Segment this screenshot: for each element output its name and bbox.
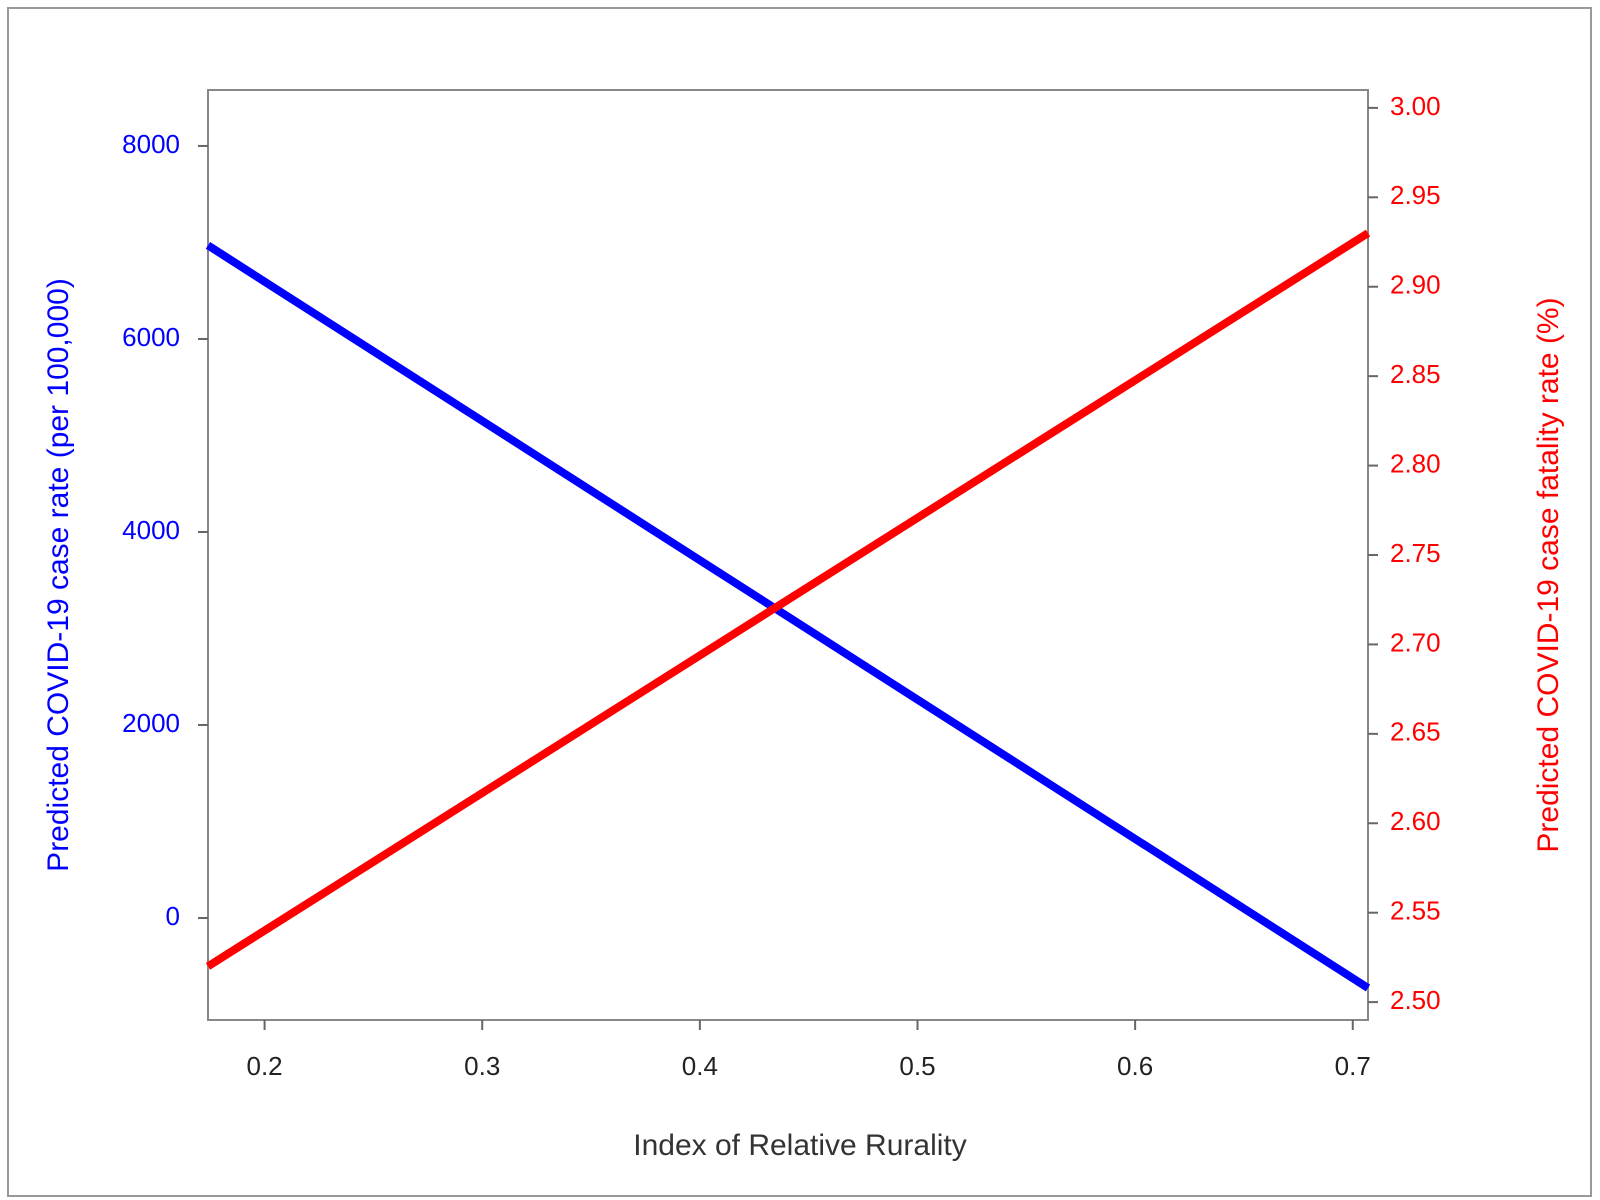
series-line xyxy=(205,229,1371,970)
series-line xyxy=(205,242,1371,992)
x-axis-label: Index of Relative Rurality xyxy=(633,1129,967,1162)
x-tick-label: 0.7 xyxy=(1335,1051,1371,1081)
y-tick-label: 4000 xyxy=(122,515,180,545)
y2-axis-label: Predicted COVID-19 case fatality rate (%… xyxy=(1532,297,1565,852)
y-tick-label: 8000 xyxy=(122,129,180,159)
y-axis-label: Predicted COVID-19 case rate (per 100,00… xyxy=(42,278,75,872)
x-tick-label: 0.4 xyxy=(682,1051,718,1081)
y2-tick-label: 2.50 xyxy=(1390,985,1441,1015)
y2-tick-label: 2.65 xyxy=(1390,717,1441,747)
y-tick-label: 0 xyxy=(166,901,180,931)
y2-tick-label: 2.80 xyxy=(1390,448,1441,478)
x-tick-label: 0.5 xyxy=(899,1051,935,1081)
frame xyxy=(7,7,1592,1197)
y2-tick-label: 2.90 xyxy=(1390,270,1441,300)
x-tick-label: 0.2 xyxy=(247,1051,283,1081)
y2-tick-label: 2.60 xyxy=(1390,806,1441,836)
y-tick-label: 6000 xyxy=(122,322,180,352)
y2-tick-label: 2.95 xyxy=(1390,180,1441,210)
y2-tick-label: 2.55 xyxy=(1390,896,1441,926)
y2-tick-label: 3.00 xyxy=(1390,91,1441,121)
x-tick-label: 0.6 xyxy=(1117,1051,1153,1081)
y2-tick-label: 2.85 xyxy=(1390,359,1441,389)
y-tick-label: 2000 xyxy=(122,708,180,738)
y2-tick-label: 2.75 xyxy=(1390,538,1441,568)
x-tick-label: 0.3 xyxy=(464,1051,500,1081)
y2-tick-label: 2.70 xyxy=(1390,627,1441,657)
